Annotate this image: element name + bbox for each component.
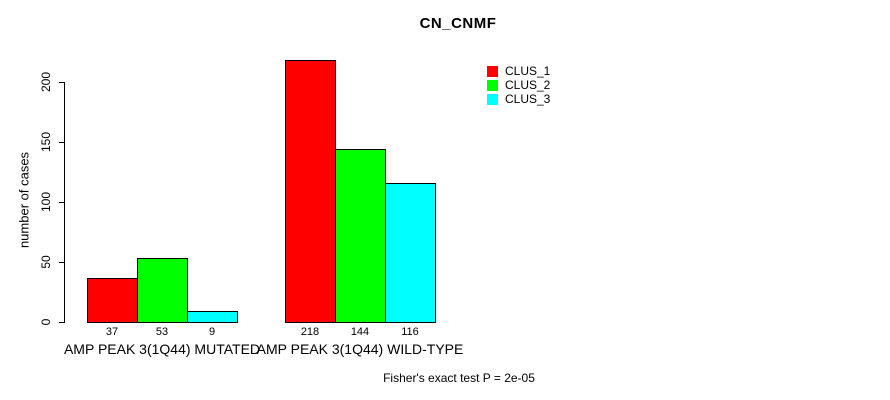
bar-clus_2-group2 xyxy=(335,149,386,323)
y-tick-label: 150 xyxy=(39,131,53,153)
bar-value-label: 116 xyxy=(401,326,419,338)
y-axis-label: number of cases xyxy=(16,151,32,249)
y-tick-label: 200 xyxy=(39,71,53,93)
x-category-label: AMP PEAK 3(1Q44) MUTATED xyxy=(63,341,261,357)
y-tick-label: 100 xyxy=(39,191,53,213)
bar-value-label: 37 xyxy=(105,326,119,338)
caption: Fisher's exact test P = 2e-05 xyxy=(383,371,535,385)
y-tick-label: 0 xyxy=(39,318,53,326)
legend-swatch-icon xyxy=(487,65,498,77)
legend-swatch-icon xyxy=(487,79,498,91)
legend: CLUS_1 CLUS_2 CLUS_3 xyxy=(487,64,550,106)
y-tick-mark xyxy=(59,322,65,323)
bar-value-label: 9 xyxy=(208,326,216,338)
bar-value-label: 144 xyxy=(350,326,370,338)
legend-item-clus_1: CLUS_1 xyxy=(487,64,550,78)
y-tick-mark xyxy=(59,82,65,83)
legend-swatch-icon xyxy=(487,93,498,105)
legend-item-clus_3: CLUS_3 xyxy=(487,92,550,106)
bar-clus_2-group1 xyxy=(137,258,188,323)
chart-title: CN_CNMF xyxy=(419,15,497,32)
y-tick-mark xyxy=(59,202,65,203)
legend-label: CLUS_2 xyxy=(505,78,551,92)
y-tick-mark xyxy=(59,262,65,263)
bar-clus_3-group2 xyxy=(385,183,436,323)
y-tick-label: 50 xyxy=(39,255,53,269)
legend-item-clus_2: CLUS_2 xyxy=(487,78,550,92)
bar-value-label: 53 xyxy=(155,326,169,338)
bar-clus_1-group1 xyxy=(87,278,138,323)
bar-clus_1-group2 xyxy=(285,60,336,323)
y-tick-mark xyxy=(59,142,65,143)
bar-clus_3-group1 xyxy=(187,311,238,323)
bar-value-label: 218 xyxy=(300,326,320,338)
legend-label: CLUS_3 xyxy=(505,92,551,106)
x-category-label: AMP PEAK 3(1Q44) WILD-TYPE xyxy=(256,341,464,357)
legend-label: CLUS_1 xyxy=(505,64,551,78)
